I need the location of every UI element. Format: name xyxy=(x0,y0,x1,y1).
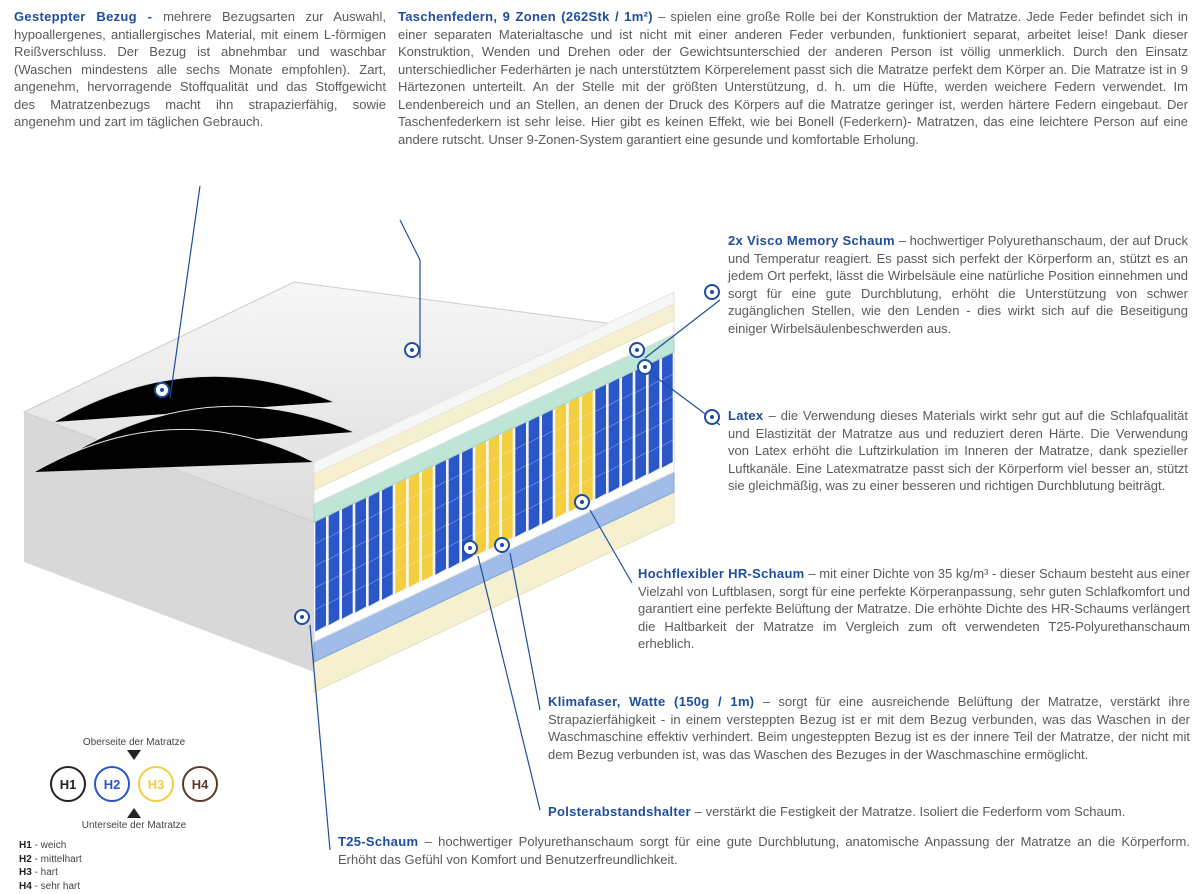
callout-marker-icon xyxy=(704,409,720,425)
block-t25: T25-Schaum – hochwertiger Polyurethansch… xyxy=(338,833,1190,868)
body-visco: – hochwertiger Polyurethanschaum, der au… xyxy=(728,233,1188,336)
hardness-circle-h2: H2 xyxy=(94,766,130,802)
block-visco: 2x Visco Memory Schaum – hochwertiger Po… xyxy=(728,232,1188,337)
callout-marker-icon xyxy=(629,342,645,358)
block-polster: Polsterabstandshalter – verstärkt die Fe… xyxy=(548,803,1190,821)
hardness-legend: Oberseite der Matratze H1H2H3H4 Untersei… xyxy=(19,737,249,893)
legend-list: H1 - weichH2 - mittelhartH3 - hartH4 - s… xyxy=(19,839,249,893)
callout-marker-icon xyxy=(404,342,420,358)
body-t25: – hochwertiger Polyurethanschaum sorgt f… xyxy=(338,834,1190,867)
block-hr: Hochflexibler HR-Schaum – mit einer Dich… xyxy=(638,565,1190,653)
legend-circles-row: H1H2H3H4 xyxy=(19,766,249,802)
block-bezug: Gesteppter Bezug - mehrere Bezugsarten z… xyxy=(14,8,386,131)
callout-marker-icon xyxy=(574,494,590,510)
arrow-up-icon xyxy=(127,808,141,818)
block-latex: Latex – die Verwendung dieses Materials … xyxy=(728,407,1188,495)
hardness-legend-item: H2 - mittelhart xyxy=(19,853,249,867)
hardness-circle-h4: H4 xyxy=(182,766,218,802)
title-latex: Latex xyxy=(728,408,769,423)
callout-marker-icon xyxy=(462,540,478,556)
legend-top-label: Oberseite der Matratze xyxy=(19,737,249,748)
callout-marker-icon xyxy=(494,537,510,553)
callout-marker-icon xyxy=(154,382,170,398)
legend-bottom-label: Unterseite der Matratze xyxy=(19,820,249,831)
hardness-legend-item: H1 - weich xyxy=(19,839,249,853)
title-bezug: Gesteppter Bezug - xyxy=(14,9,163,24)
title-polster: Polsterabstandshalter xyxy=(548,804,695,819)
hardness-legend-item: H4 - sehr hart xyxy=(19,880,249,894)
title-federn: Taschenfedern, 9 Zonen (262Stk / 1m²) xyxy=(398,9,658,24)
hardness-circle-h3: H3 xyxy=(138,766,174,802)
title-t25: T25-Schaum xyxy=(338,834,425,849)
mattress-diagram xyxy=(14,222,714,722)
block-federn: Taschenfedern, 9 Zonen (262Stk / 1m²) – … xyxy=(398,8,1188,148)
body-latex: – die Verwendung dieses Materials wirkt … xyxy=(728,408,1188,493)
arrow-down-icon xyxy=(127,750,141,760)
body-bezug: mehrere Bezugsarten zur Auswahl, hypoall… xyxy=(14,9,386,129)
callout-marker-icon xyxy=(637,359,653,375)
body-polster: – verstärkt die Festigkeit der Matratze.… xyxy=(695,804,1126,819)
body-federn: – spielen eine große Rolle bei der Konst… xyxy=(398,9,1188,147)
callout-marker-icon xyxy=(294,609,310,625)
hardness-legend-item: H3 - hart xyxy=(19,866,249,880)
title-visco: 2x Visco Memory Schaum xyxy=(728,233,899,248)
callout-marker-icon xyxy=(704,284,720,300)
hardness-circle-h1: H1 xyxy=(50,766,86,802)
